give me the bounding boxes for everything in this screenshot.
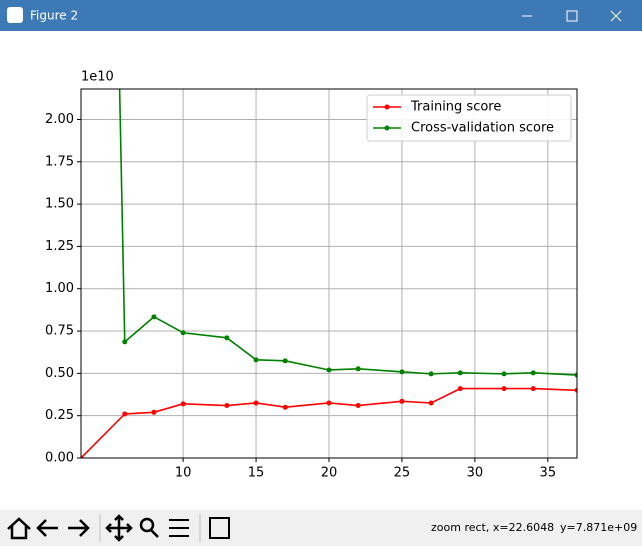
y-tick-label: 0.75: [45, 324, 74, 339]
data-point: [399, 369, 405, 375]
data-point: [457, 370, 463, 376]
data-point: [180, 401, 186, 407]
data-point: [151, 314, 157, 320]
y-tick-label: 1.00: [45, 281, 74, 296]
data-point: [282, 404, 288, 410]
x-tick-label: 10: [175, 466, 192, 481]
status-y: y=7.871e+09: [560, 521, 637, 534]
maximize-button[interactable]: [566, 10, 578, 22]
data-point: [428, 371, 434, 377]
data-point: [122, 339, 128, 345]
data-point: [253, 400, 259, 406]
pan-button[interactable]: [105, 514, 133, 542]
data-point: [224, 403, 230, 409]
plot: 10 15 20 25 30 35 0.00 0.25 0.50 0.75 1.00 1.25 1.50…: [45, 70, 578, 481]
x-tick-label: 15: [248, 466, 265, 481]
back-button[interactable]: [36, 519, 58, 537]
x-tick-label: 25: [394, 466, 411, 481]
x-tick-label: 30: [467, 466, 484, 481]
y-tick-label: 0.25: [45, 408, 74, 423]
legend-marker: [384, 104, 390, 110]
axes-frame: [80, 88, 578, 459]
y-tick-label: 1.75: [45, 154, 74, 169]
x-tick-label: 35: [540, 466, 557, 481]
data-point: [180, 330, 186, 336]
data-point: [151, 409, 157, 415]
status-x: zoom rect, x=22.6048: [431, 521, 554, 534]
forward-button[interactable]: [68, 519, 90, 537]
zoom-button[interactable]: [139, 517, 155, 533]
data-point: [574, 372, 577, 378]
data-point: [326, 367, 332, 373]
data-point: [355, 403, 361, 409]
y-tick-label: 0.50: [45, 366, 74, 381]
title-bar: [0, 0, 642, 31]
data-point: [253, 357, 259, 363]
save-button[interactable]: [209, 517, 230, 539]
data-point: [81, 455, 84, 458]
home-button[interactable]: [7, 517, 31, 540]
y-offset-label: 1e10: [81, 70, 114, 85]
zoom-handle: [150, 529, 159, 538]
data-point: [282, 358, 288, 364]
data-point: [530, 370, 536, 376]
legend-marker: [384, 125, 390, 131]
close-button[interactable]: [610, 10, 622, 22]
x-tick-label: 20: [321, 466, 338, 481]
data-point: [457, 386, 463, 392]
window-title: Figure 2: [30, 9, 78, 23]
data-point: [574, 387, 577, 393]
app-icon: [7, 7, 23, 23]
data-point: [530, 386, 536, 392]
data-point: [224, 335, 230, 341]
data-point: [355, 366, 361, 372]
legend-label: Training score: [410, 100, 501, 115]
y-tick-label: 1.25: [45, 239, 74, 254]
data-point: [428, 400, 434, 406]
data-point: [122, 411, 128, 417]
legend-box: [366, 94, 572, 142]
configure-button[interactable]: [169, 519, 189, 537]
data-point: [501, 371, 507, 377]
legend-label: Cross-validation score: [411, 121, 554, 136]
data-point: [326, 400, 332, 406]
y-tick-label: 2.00: [45, 112, 74, 127]
series-group: [81, 89, 577, 458]
y-tick-label: 0.00: [45, 451, 74, 466]
y-tick-label: 1.50: [45, 197, 74, 212]
data-point: [399, 398, 405, 404]
data-point: [501, 386, 507, 392]
